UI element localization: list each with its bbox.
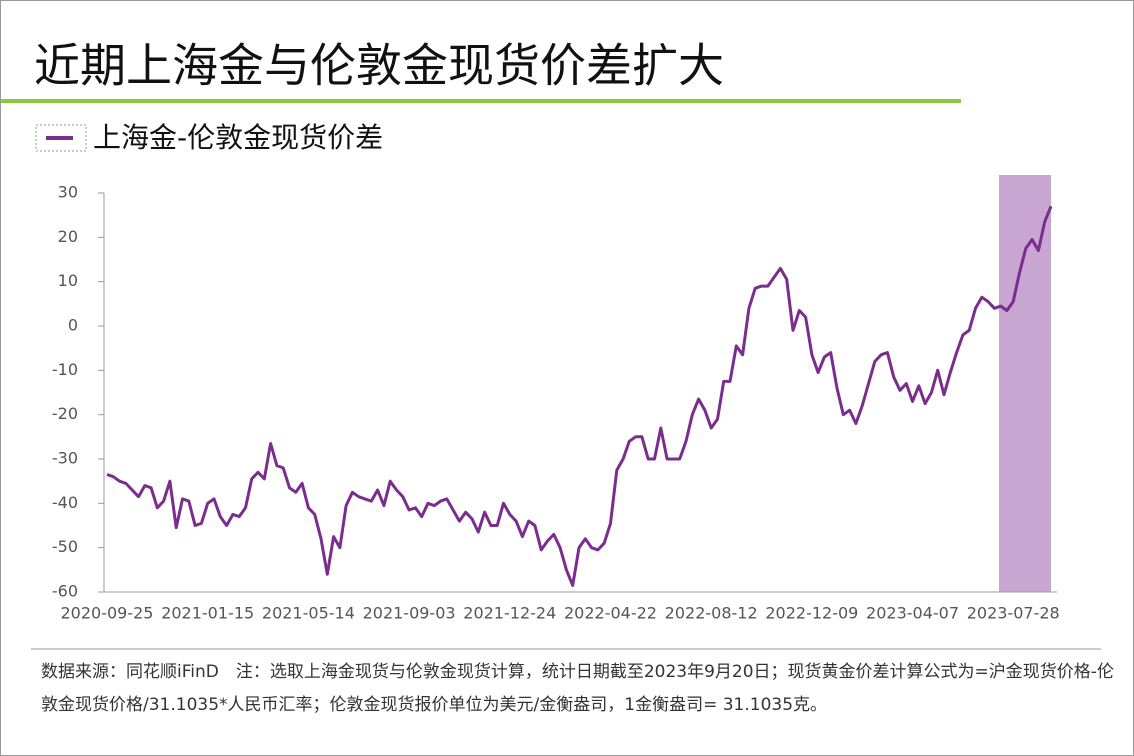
x-tick-label: 2023-07-28 [967,604,1060,623]
legend-label: 上海金-伦敦金现货价差 [93,121,383,154]
x-tick-label: 2021-05-14 [262,604,355,623]
highlight-region [999,175,1051,592]
x-tick-label: 2020-09-25 [61,604,154,623]
y-tick-label: -60 [52,582,78,601]
x-tick-label: 2023-04-07 [866,604,959,623]
x-tick-label: 2022-08-12 [665,604,758,623]
y-tick-label: 30 [58,183,78,202]
y-tick-label: -20 [52,404,78,423]
y-tick-label: -30 [52,449,78,468]
x-tick-label: 2022-04-22 [564,604,657,623]
title-underline [1,99,961,103]
y-tick-label: 0 [68,316,78,335]
legend-box [35,124,87,152]
footnote: 数据来源：同花顺iFinD 注：选取上海金现货与伦敦金现货计算，统计日期截至20… [41,662,1114,715]
x-tick-label: 2022-12-09 [765,604,858,623]
y-tick-label: -10 [52,360,78,379]
chart-title: 近期上海金与伦敦金现货价差扩大 [34,39,724,93]
y-tick-label: 10 [58,271,78,290]
data-line [106,205,1053,587]
x-tick-label: 2021-09-03 [363,604,456,623]
x-tick-label: 2021-12-24 [463,604,556,623]
y-tick-label: 20 [58,227,78,246]
y-tick-label: -50 [52,537,78,556]
x-tick-label: 2021-01-15 [161,604,254,623]
y-tick-label: -40 [52,493,78,512]
